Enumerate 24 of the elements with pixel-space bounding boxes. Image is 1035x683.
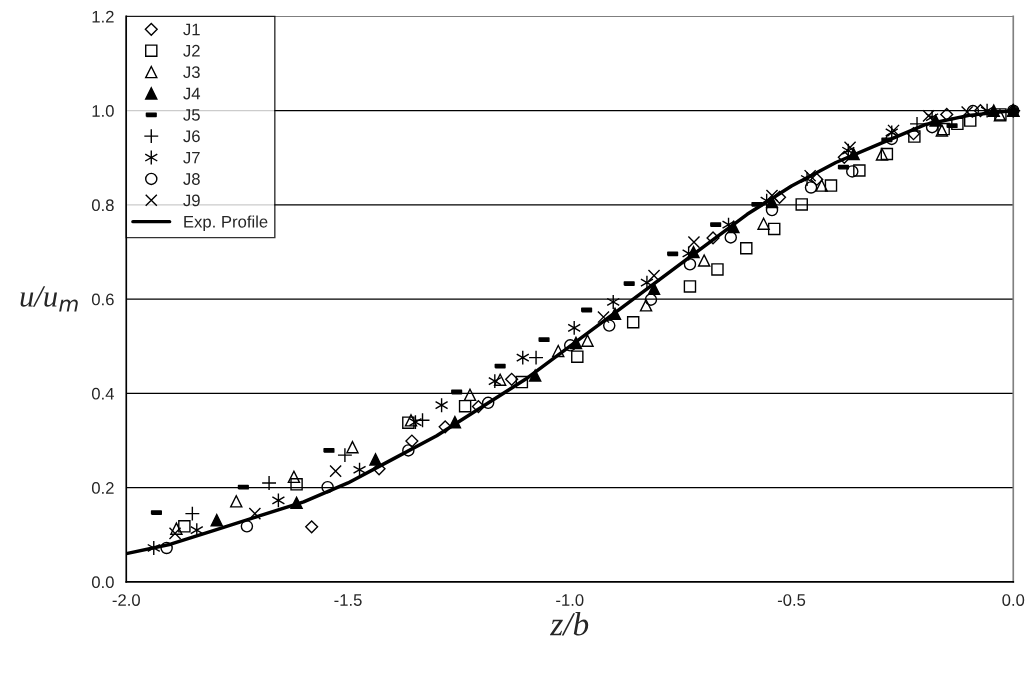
legend-label: J8 [183, 173, 200, 185]
y-axis-title: u/u$_{m}$ [20, 286, 78, 312]
legend-label: J4 [183, 87, 201, 100]
legend-label: J9 [183, 194, 200, 207]
legend-label: J5 [183, 109, 200, 121]
legend-label: Exp. Profile [184, 215, 268, 231]
legend-label: J2 [183, 44, 200, 57]
x-axis-title: z/b [549, 612, 589, 636]
x-tick-label: -1.0 [556, 594, 584, 606]
x-tick-label: -1.5 [334, 594, 362, 606]
legend-label: J6 [183, 130, 200, 143]
x-tick-label: -0.5 [777, 594, 806, 606]
x-tick-label: 0.0 [1002, 594, 1025, 606]
y-tick-label: 0.8 [91, 199, 114, 212]
x-tick-label: -2.0 [112, 594, 140, 606]
y-tick-label: 0.6 [91, 293, 114, 306]
y-tick-label: 1.2 [92, 10, 114, 23]
y-tick-label: 0.4 [91, 387, 114, 400]
y-tick-label: 0.2 [91, 482, 114, 494]
legend-label: J1 [183, 23, 200, 36]
y-tick-label: 1.0 [92, 105, 114, 117]
y-tick-label: 0.0 [91, 576, 114, 589]
legend-label: J7 [183, 151, 200, 164]
legend-label: J3 [183, 66, 200, 79]
